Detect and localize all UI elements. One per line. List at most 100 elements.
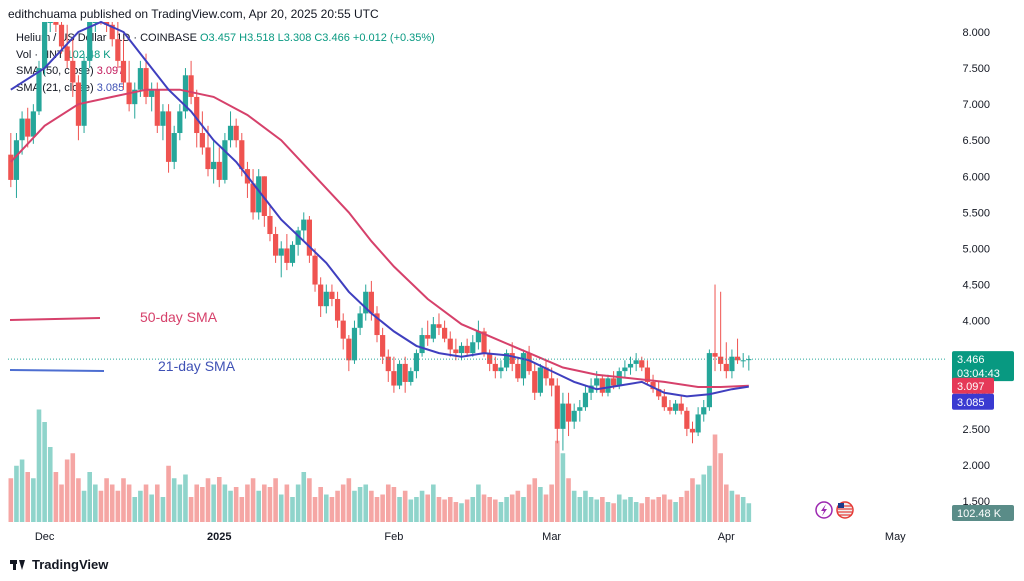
- legend-sma21-row[interactable]: SMA (21, close) 3.085: [16, 80, 435, 97]
- volume-bar: [554, 440, 560, 522]
- volume-bar: [239, 497, 245, 522]
- candle-body: [475, 331, 482, 343]
- volume-bar: [262, 484, 267, 522]
- candle-body: [261, 176, 267, 216]
- volume-bar: [228, 490, 233, 522]
- volume-bar: [532, 478, 538, 522]
- volume-bar: [690, 478, 695, 522]
- candle-body: [532, 371, 538, 393]
- volume-bar: [746, 503, 752, 522]
- volume-bar: [442, 499, 447, 522]
- candle-body: [740, 360, 746, 362]
- candle-body: [712, 353, 718, 357]
- y-tick-label: 8.000: [962, 27, 990, 39]
- candle-body: [306, 219, 312, 256]
- candle-body: [334, 298, 341, 321]
- volume-bar: [324, 494, 329, 522]
- candle-body: [47, 22, 53, 23]
- tradingview-footer[interactable]: TradingView: [10, 557, 108, 572]
- volume-bar: [166, 465, 171, 522]
- price-chart[interactable]: 50-day SMA 21-day SMA 8.000 7.500 7.000 6.500…: [0, 0, 1024, 548]
- candle-body: [295, 230, 301, 245]
- candle-body: [385, 356, 391, 372]
- candle-body: [36, 68, 42, 112]
- candle-body: [312, 255, 318, 285]
- annotation-sma21-text: 21-day SMA: [158, 358, 236, 374]
- volume-bar: [307, 478, 312, 522]
- volume-bar: [459, 503, 464, 522]
- candle-body: [289, 244, 296, 263]
- candle-body: [368, 291, 374, 314]
- volume-axis-label: 102.48 K: [957, 508, 1002, 520]
- volume-bar: [104, 478, 109, 522]
- volume-bar: [177, 484, 183, 522]
- candle-body: [227, 125, 234, 141]
- volume-bar: [301, 472, 307, 522]
- candle-body: [470, 342, 476, 354]
- volume-bar: [211, 484, 216, 522]
- candle-body: [442, 327, 448, 339]
- volume-bar: [267, 487, 273, 522]
- volume-bar: [600, 497, 605, 522]
- candle-body: [58, 24, 65, 47]
- volume-bar: [278, 494, 284, 522]
- candle-body: [177, 111, 183, 134]
- candle-body: [729, 356, 735, 372]
- candle-body: [165, 111, 172, 162]
- candle-body: [120, 60, 127, 83]
- candle-body: [284, 248, 290, 263]
- volume-bar: [346, 478, 352, 522]
- candle-body: [458, 345, 465, 354]
- candle-body: [554, 385, 560, 429]
- candle-body: [132, 89, 138, 105]
- y-tick-label: 5.500: [962, 207, 990, 219]
- candle-body: [211, 161, 217, 170]
- volume-bar: [616, 494, 622, 522]
- candle-body: [149, 89, 155, 97]
- volume-bar: [735, 494, 740, 522]
- volume-bar: [284, 484, 290, 522]
- volume-bar: [397, 497, 402, 522]
- volume-bar: [712, 434, 718, 522]
- candle-body: [323, 291, 329, 307]
- volume-bar: [245, 484, 250, 522]
- volume-bar: [391, 487, 397, 522]
- volume-bar: [594, 499, 600, 522]
- volume-bar: [115, 490, 121, 522]
- volume-bar: [577, 497, 583, 522]
- volume-bar: [740, 497, 746, 522]
- volume-bar: [470, 497, 476, 522]
- volume-bar: [76, 478, 81, 522]
- candle-body: [588, 385, 594, 393]
- candle-body: [222, 140, 228, 180]
- x-tick-label: Mar: [542, 531, 561, 543]
- candle-body: [182, 75, 189, 112]
- candle-body: [701, 407, 707, 415]
- candle-body: [340, 320, 346, 339]
- volume-bar: [701, 474, 707, 522]
- volume-bar: [543, 494, 549, 522]
- volume-bar: [25, 472, 31, 522]
- candle-body: [577, 407, 583, 411]
- volume-bar: [374, 497, 380, 522]
- volume-bar: [605, 502, 611, 522]
- candle-body: [650, 381, 656, 390]
- candle-body: [622, 367, 628, 372]
- volume-bar: [673, 502, 678, 522]
- volume-bar: [453, 502, 459, 522]
- volume-bar: [684, 490, 690, 522]
- candle-body: [188, 75, 194, 97]
- volume-bar: [369, 490, 374, 522]
- candle-body: [447, 338, 453, 350]
- volume-bar: [318, 487, 323, 522]
- volume-bar: [723, 484, 729, 522]
- candle-body: [267, 215, 273, 235]
- candle-body: [526, 353, 532, 372]
- candle-body: [560, 403, 566, 429]
- volume-bar: [335, 490, 340, 522]
- volume-bar: [98, 490, 104, 522]
- candle-body: [695, 414, 701, 433]
- volume-bar: [138, 490, 143, 522]
- volume-bar: [205, 478, 211, 522]
- y-tick-label: 6.000: [962, 171, 990, 183]
